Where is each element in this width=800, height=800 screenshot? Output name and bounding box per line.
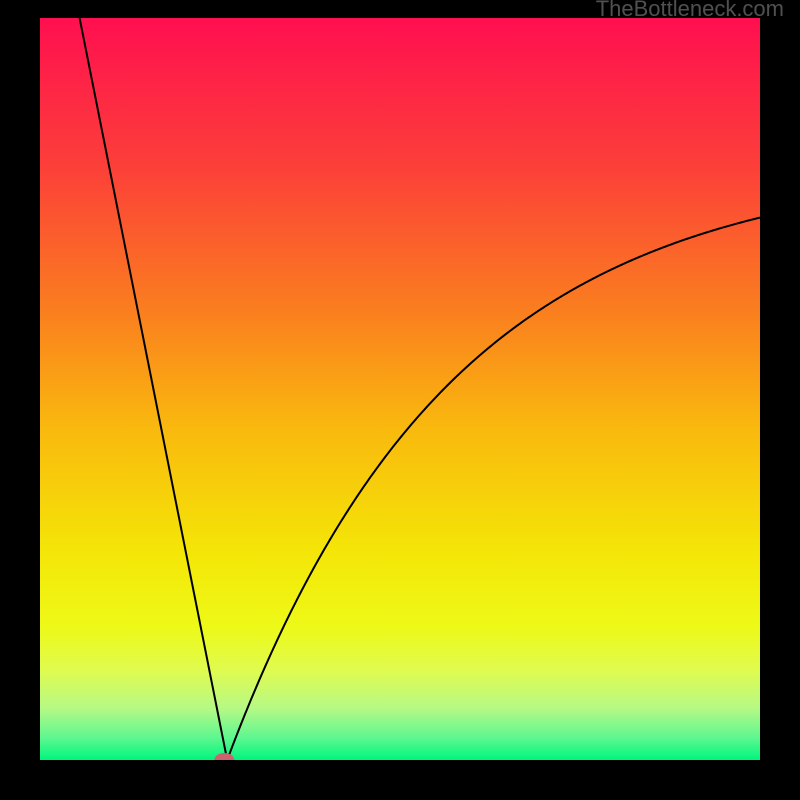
plot-background <box>40 18 760 760</box>
bottleneck-chart: TheBottleneck.com <box>0 0 800 800</box>
chart-container: TheBottleneck.com <box>0 0 800 800</box>
attribution-label: TheBottleneck.com <box>596 0 784 21</box>
